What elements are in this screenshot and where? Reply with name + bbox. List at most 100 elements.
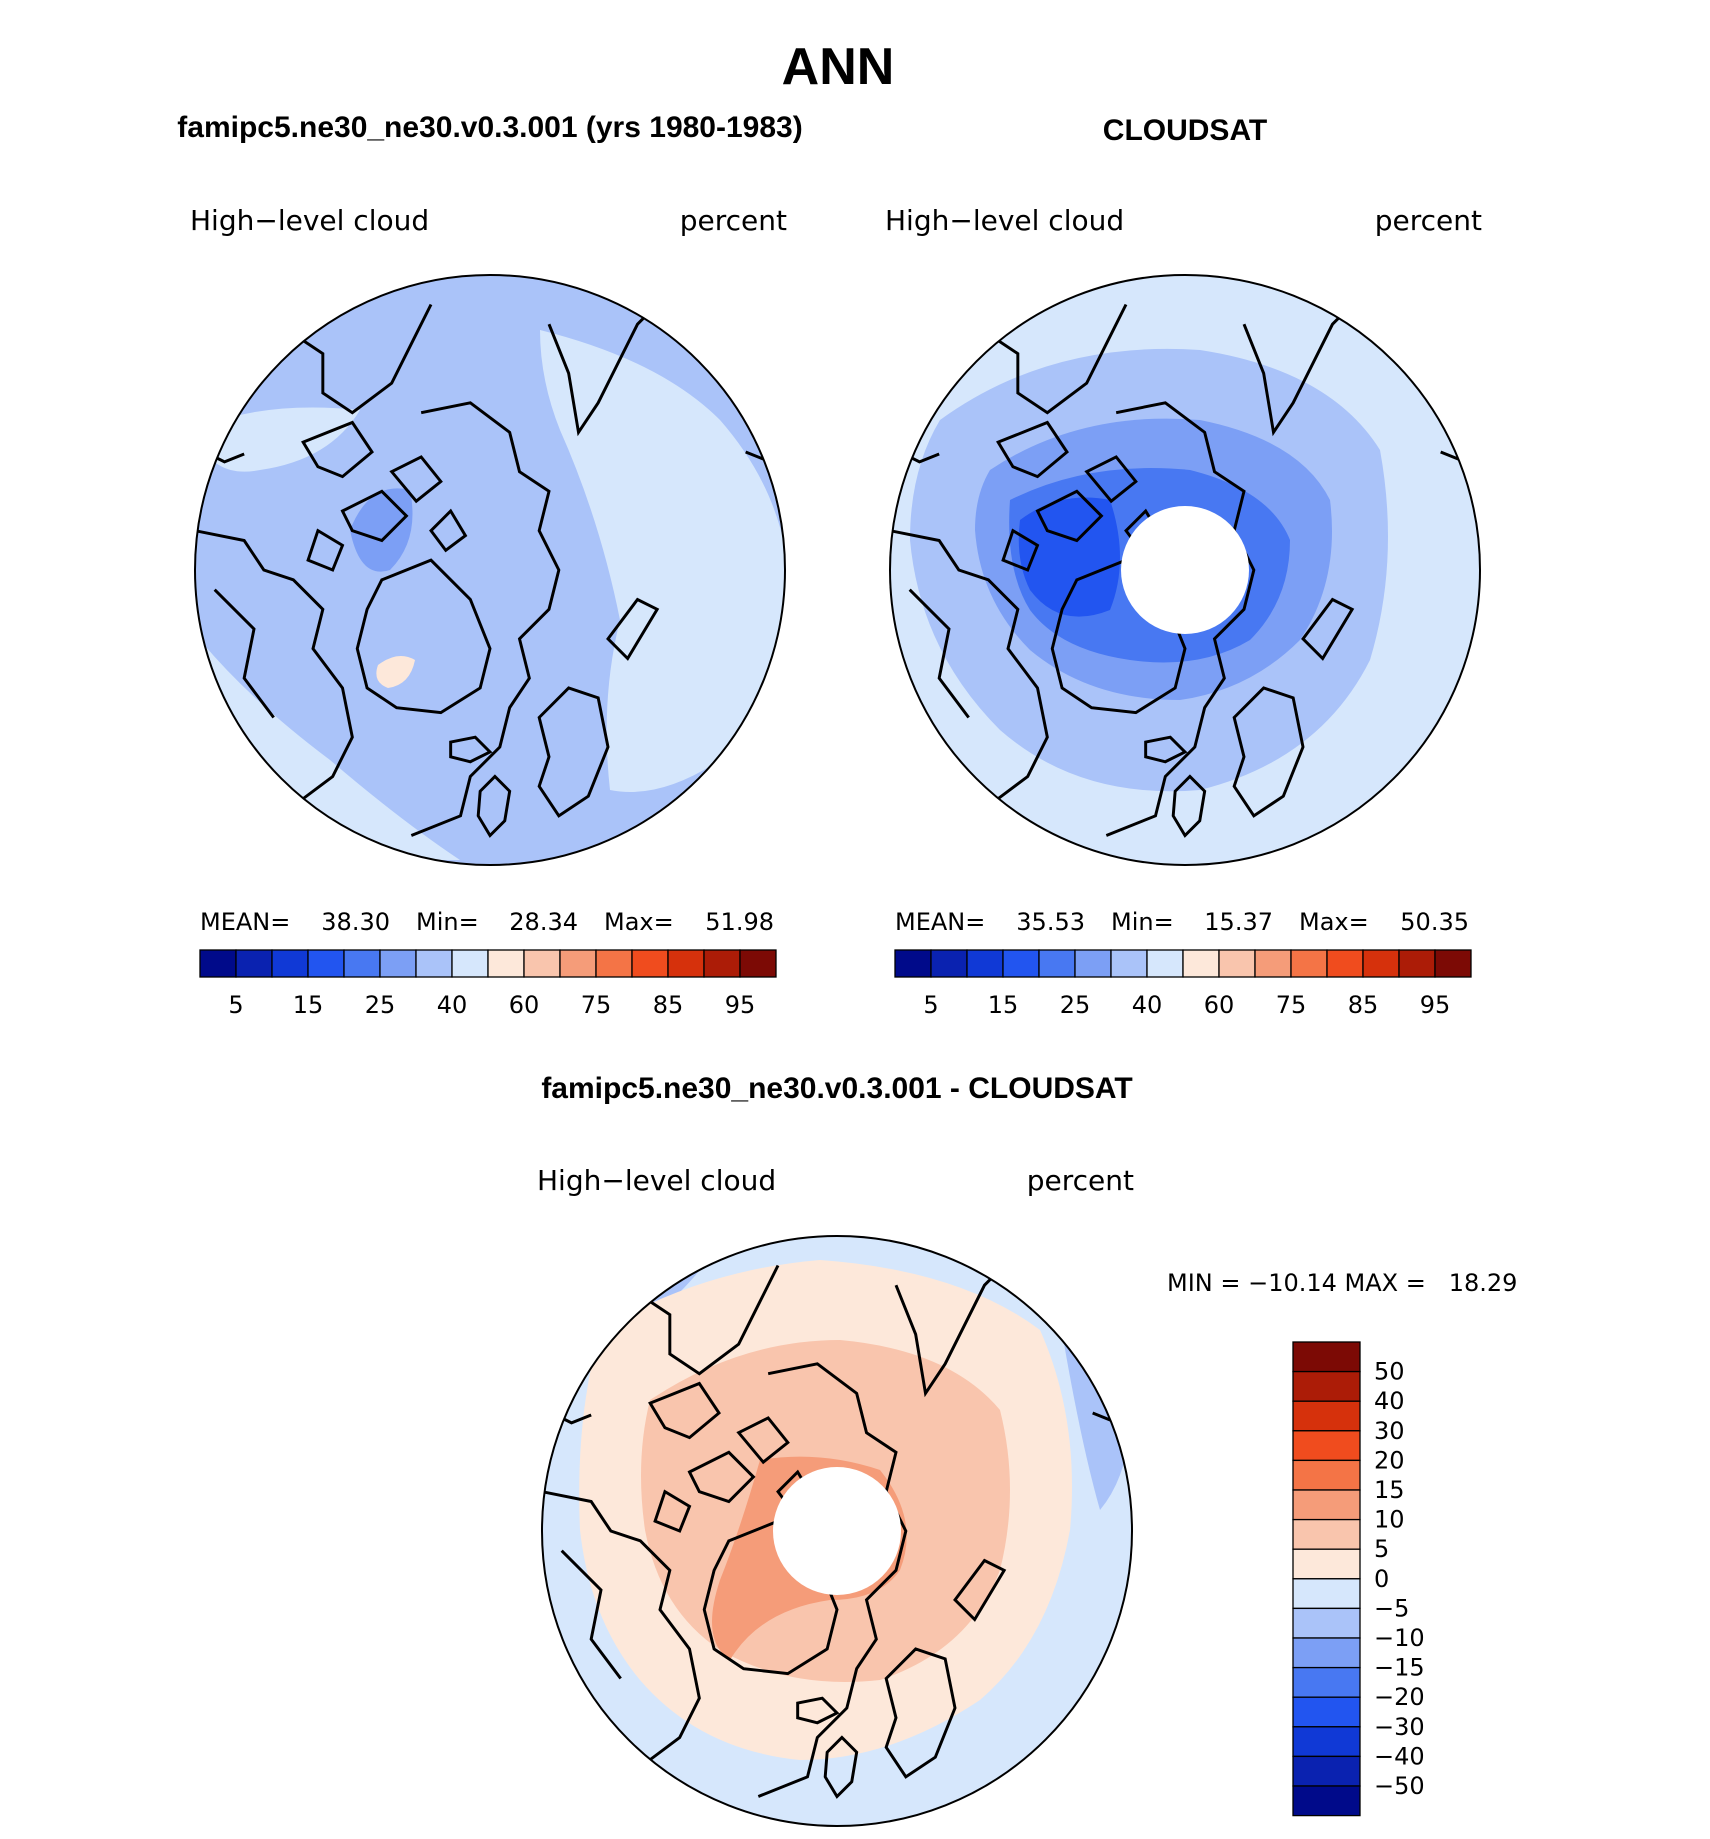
panel3-units-label: percent	[1027, 1164, 1134, 1197]
panel3-minmax: MIN = −10.14 MAX = 18.29	[1167, 1269, 1517, 1297]
panel1-colorbar-swatch	[235, 949, 273, 978]
panel2-colorbar-tick-label: 5	[923, 991, 938, 1019]
panel1-colorbar-swatch	[487, 949, 525, 978]
panel1-colorbar-swatch	[199, 949, 237, 978]
panel1-colorbar-swatch	[307, 949, 345, 978]
panel2-mean-label: MEAN=	[895, 908, 985, 936]
panel1-colorbar-swatch	[667, 949, 705, 978]
panel1-map	[194, 274, 786, 866]
panel1-colorbar-swatch	[559, 949, 597, 978]
panel2-colorbar-tick-label: 95	[1420, 991, 1451, 1019]
panel1-stats: MEAN= 38.30 Min= 28.34 Max= 51.98	[200, 908, 774, 936]
panel2-colorbar-swatch	[1074, 949, 1112, 978]
panel3-colorbar-tick-label: −50	[1374, 1772, 1425, 1800]
panel1-max-label: Max=	[604, 908, 674, 936]
panel1-colorbar-tick-label: 95	[725, 991, 756, 1019]
panel1-colorbar-swatch	[595, 949, 633, 978]
panel2-max-label: Max=	[1299, 908, 1369, 936]
panel3-colorbar-swatch	[1292, 1341, 1361, 1373]
panel2-variable-label: High−level cloud	[885, 204, 1124, 237]
panel1-colorbar-tick-label: 85	[653, 991, 684, 1019]
panel2-map	[889, 274, 1481, 866]
panel1-title: famipc5.ne30_ne30.v0.3.001 (yrs 1980-198…	[177, 111, 802, 144]
panel2-mean-value: 35.53	[1016, 908, 1085, 936]
panel1-mean-label: MEAN=	[200, 908, 290, 936]
panel2-colorbar-swatch	[1326, 949, 1364, 978]
panel2-colorbar-swatch	[1290, 949, 1328, 978]
panel3-colorbar-swatch	[1292, 1666, 1361, 1698]
panel3-colorbar-tick-label: 50	[1374, 1358, 1405, 1386]
panel3-colorbar-tick-label: −15	[1374, 1654, 1425, 1682]
panel2-colorbar-swatch	[1182, 949, 1220, 978]
panel3-colorbar-tick-label: 5	[1374, 1535, 1389, 1563]
panel3-colorbar-tick-label: 0	[1374, 1565, 1389, 1593]
season-title: ANN	[782, 38, 895, 96]
panel2-units-label: percent	[1375, 204, 1482, 237]
panel3-colorbar-swatch	[1292, 1607, 1361, 1639]
panel2-colorbar-swatch	[894, 949, 932, 978]
panel1-colorbar-tick-label: 75	[581, 991, 612, 1019]
panel1-region-greenland-max	[376, 656, 415, 688]
panel2-stats: MEAN= 35.53 Min= 15.37 Max= 50.35	[895, 908, 1469, 936]
panel1-colorbar-swatch	[523, 949, 561, 978]
panel2-colorbar-swatch	[1398, 949, 1436, 978]
panel3-colorbar-swatch	[1292, 1696, 1361, 1728]
panel1-units-label: percent	[680, 204, 787, 237]
panel2-colorbar-tick-label: 60	[1204, 991, 1235, 1019]
panel1-colorbar-tick-label: 40	[437, 991, 468, 1019]
panel3-colorbar-swatch	[1292, 1637, 1361, 1669]
panel3-colorbar-swatch	[1292, 1518, 1361, 1550]
panel2-colorbar-tick-label: 85	[1348, 991, 1379, 1019]
panel3-colorbar-tick-label: 10	[1374, 1506, 1405, 1534]
panel2-colorbar-swatch	[1038, 949, 1076, 978]
panel1-colorbar-tick-label: 25	[365, 991, 396, 1019]
panel3-colorbar-tick-label: −10	[1374, 1624, 1425, 1652]
panel3-colorbar-tick-label: −40	[1374, 1742, 1425, 1770]
panel3-colorbar-swatch	[1292, 1430, 1361, 1462]
panel3-colorbar-tick-label: −20	[1374, 1683, 1425, 1711]
panel3-colorbar-swatch	[1292, 1489, 1361, 1521]
panel1-colorbar-swatch	[631, 949, 669, 978]
panel2-title: CLOUDSAT	[1103, 114, 1267, 147]
panel3-colorbar-swatch	[1292, 1400, 1361, 1432]
panel1-colorbar-tick-label: 5	[228, 991, 243, 1019]
panel2-colorbar-swatch	[1218, 949, 1256, 978]
panel2-colorbar-swatch	[1146, 949, 1184, 978]
panel3-colorbar-tick-label: −30	[1374, 1713, 1425, 1741]
panel1-mean-value: 38.30	[321, 908, 390, 936]
panel1-colorbar-swatch	[451, 949, 489, 978]
panel3-colorbar-tick-label: 30	[1374, 1417, 1405, 1445]
panel2-colorbar-swatch	[1254, 949, 1292, 978]
panel1-region-arctic	[350, 488, 413, 572]
panel3-colorbar-swatch	[1292, 1370, 1361, 1402]
panel3-colorbar-tick-label: 20	[1374, 1446, 1405, 1474]
panel3-colorbar-swatch	[1292, 1755, 1361, 1787]
panel1-colorbar-swatch	[379, 949, 417, 978]
panel2-colorbar-swatch	[1434, 949, 1472, 978]
panel1-min-value: 28.34	[509, 908, 578, 936]
panel1-colorbar-swatch	[703, 949, 741, 978]
panel2-colorbar-tick-label: 15	[988, 991, 1019, 1019]
panel3-colorbar-swatch	[1292, 1459, 1361, 1491]
panel2-colorbar-swatch	[1110, 949, 1148, 978]
panel3-title: famipc5.ne30_ne30.v0.3.001 - CLOUDSAT	[541, 1072, 1132, 1105]
panel1-min-label: Min=	[416, 908, 479, 936]
panel3-map	[541, 1235, 1133, 1827]
panel1-colorbar-swatch	[343, 949, 381, 978]
panel2-min-label: Min=	[1111, 908, 1174, 936]
panel1-colorbar-swatch	[415, 949, 453, 978]
panel2-colorbar: 5 15 25 40 60 75 85 95	[894, 949, 1472, 1019]
panel3-colorbar-swatch	[1292, 1548, 1361, 1580]
panel3-colorbar-swatch	[1292, 1578, 1361, 1610]
panel1-region-high	[540, 330, 785, 792]
panel3-colorbar-tick-label: −5	[1374, 1594, 1409, 1622]
panel3-colorbar-swatch	[1292, 1726, 1361, 1758]
panel1-max-value: 51.98	[705, 908, 774, 936]
panel2-colorbar-swatch	[966, 949, 1004, 978]
panel1-colorbar-tick-label: 60	[509, 991, 540, 1019]
panel1-variable-label: High−level cloud	[190, 204, 429, 237]
panel1-colorbar: 5 15 25 40 60 75 85 95	[199, 949, 777, 1019]
panel2-min-value: 15.37	[1204, 908, 1273, 936]
